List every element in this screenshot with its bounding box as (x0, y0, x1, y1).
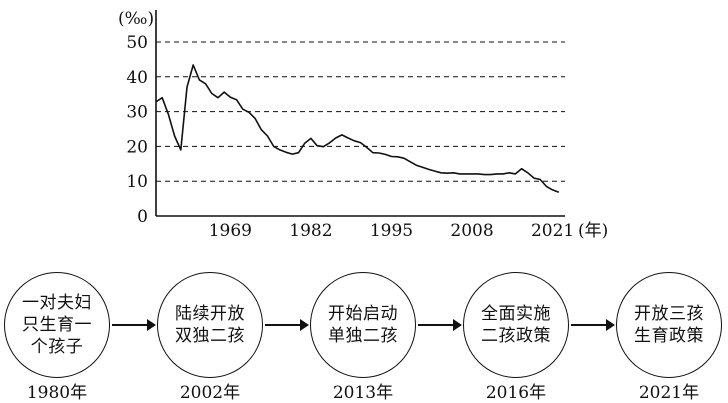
x-unit-label: (年) (578, 221, 608, 241)
policy-year-5: 2021年 (638, 383, 700, 403)
policy-stage-2: 陆续开放双独二孩 (157, 272, 263, 378)
y-tick-label: 10 (126, 172, 148, 192)
x-tick-label: 1969 (209, 221, 252, 241)
y-tick-label: 20 (126, 137, 148, 157)
y-tick-label: 30 (126, 103, 148, 123)
timeline-arrow-1 (112, 319, 156, 331)
x-tick-label: 2021 (531, 221, 574, 241)
birth-rate-line-chart: (‰) (年) 0 10 20 30 40 50 1969 1982 1995 2008 2021 (118, 9, 608, 241)
x-tick-labels: 1969 1982 1995 2008 2021 (209, 221, 575, 241)
policy-year-2: 2002年 (179, 383, 241, 403)
policy-stage-4: 全面实施二孩政策 (463, 272, 569, 378)
policy-stage-3: 开始启动单独二孩 (310, 272, 416, 378)
policy-text-2: 陆续开放双独二孩 (175, 304, 245, 346)
timeline-arrow-3 (418, 319, 462, 331)
birth-rate-series-line (155, 64, 560, 194)
policy-text-1: 一对夫妇只生育一个孩子 (22, 293, 92, 357)
policy-stage-1: 一对夫妇只生育一个孩子 (4, 272, 110, 378)
y-unit-label: (‰) (118, 9, 154, 29)
policy-stage-5: 开放三孩生育政策 (616, 272, 722, 378)
policy-text-3: 开始启动单独二孩 (328, 304, 398, 346)
x-tick-label: 1995 (370, 221, 413, 241)
y-tick-label: 50 (126, 33, 148, 53)
policy-timeline: 一对夫妇只生育一个孩子 1980年 陆续开放双独二孩 2002年 开始启动单独二… (0, 268, 728, 403)
policy-year-4: 2016年 (485, 383, 547, 403)
policy-text-4: 全面实施二孩政策 (481, 304, 551, 346)
policy-text-5: 开放三孩生育政策 (634, 304, 704, 346)
y-tick-label: 40 (126, 68, 148, 88)
y-tick-label: 0 (137, 207, 148, 227)
x-tick-label: 1982 (289, 221, 332, 241)
policy-year-1: 1980年 (26, 383, 88, 403)
gridlines (156, 41, 565, 182)
timeline-arrow-4 (571, 319, 615, 331)
timeline-arrow-2 (265, 319, 309, 331)
x-tick-label: 2008 (450, 221, 493, 241)
y-tick-labels: 0 10 20 30 40 50 (126, 33, 148, 227)
policy-year-3: 2013年 (332, 383, 394, 403)
